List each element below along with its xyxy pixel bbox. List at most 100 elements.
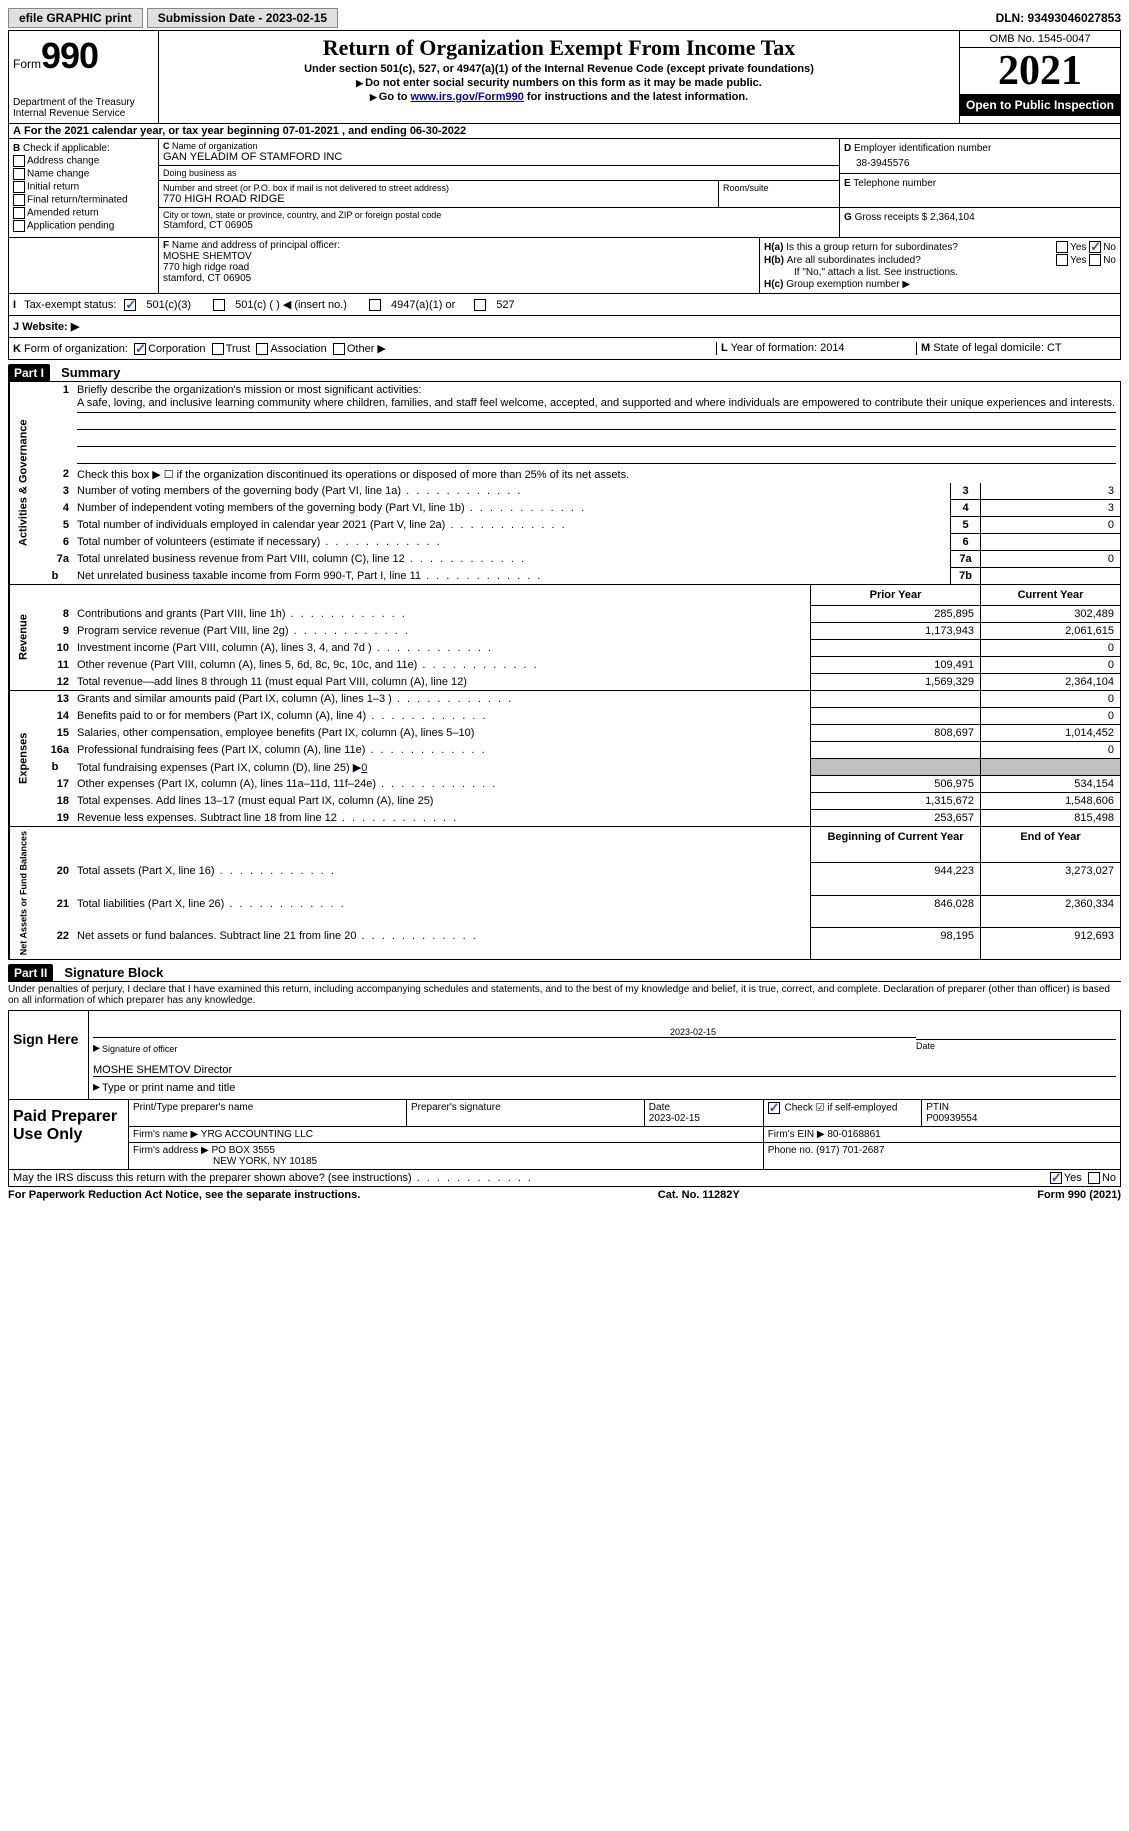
p22: 98,195 bbox=[810, 928, 980, 959]
section-a-begin: 07-01-2021 bbox=[283, 125, 339, 137]
ptin-label: PTIN bbox=[926, 1102, 949, 1113]
line7b-text: Net unrelated business taxable income fr… bbox=[73, 568, 950, 584]
submission-button[interactable]: Submission Date - 2023-02-15 bbox=[147, 8, 338, 28]
checkbox-app[interactable] bbox=[13, 220, 25, 232]
label-m: M bbox=[921, 342, 930, 354]
cb-name: Name change bbox=[27, 169, 89, 180]
c21: 2,360,334 bbox=[980, 896, 1120, 928]
k-trust: Trust bbox=[226, 343, 251, 355]
line16a: Professional fundraising fees (Part IX, … bbox=[73, 742, 810, 759]
discuss-no[interactable] bbox=[1088, 1172, 1100, 1184]
ha-text: Is this a group return for subordinates? bbox=[786, 242, 1056, 253]
cb-corp[interactable] bbox=[134, 343, 146, 355]
label-i: I bbox=[13, 299, 16, 311]
label-c: C bbox=[163, 141, 170, 151]
checkbox-amended[interactable] bbox=[13, 207, 25, 219]
preparer-block: Paid Preparer Use Only Print/Type prepar… bbox=[8, 1100, 1121, 1170]
opt1: 501(c)(3) bbox=[146, 299, 191, 311]
line2-text: Check this box ▶ ☐ if the organization d… bbox=[73, 466, 1120, 483]
discuss-yes[interactable] bbox=[1050, 1172, 1062, 1184]
p18: 1,315,672 bbox=[810, 793, 980, 810]
val5: 0 bbox=[980, 517, 1120, 534]
efile-button[interactable]: efile GRAPHIC print bbox=[8, 8, 143, 28]
form-text: Form 990 (2021) bbox=[1037, 1189, 1121, 1201]
p16a bbox=[810, 742, 980, 759]
cb-trust[interactable] bbox=[212, 343, 224, 355]
k-assoc: Association bbox=[270, 343, 326, 355]
line21: Total liabilities (Part X, line 26) bbox=[73, 896, 810, 928]
c13: 0 bbox=[980, 691, 1120, 708]
opt2: 501(c) ( ) ◀ (insert no.) bbox=[235, 298, 347, 311]
instr2-link[interactable]: www.irs.gov/Form990 bbox=[411, 91, 524, 103]
ha-yes[interactable] bbox=[1056, 241, 1068, 253]
summary-ag: Activities & Governance 1 Briefly descri… bbox=[8, 382, 1121, 585]
header-right: OMB No. 1545-0047 2021 Open to Public In… bbox=[960, 31, 1120, 123]
no3: No bbox=[1102, 1172, 1116, 1184]
dln-text: DLN: 93493046027853 bbox=[996, 11, 1121, 25]
cb-501c[interactable] bbox=[213, 299, 225, 311]
i-label: Tax-exempt status: bbox=[24, 299, 116, 311]
cb-4947[interactable] bbox=[369, 299, 381, 311]
cb-self-emp[interactable] bbox=[768, 1102, 780, 1114]
checkbox-initial[interactable] bbox=[13, 181, 25, 193]
cb-other[interactable] bbox=[333, 343, 345, 355]
form-header: Form990 Department of the Treasury Inter… bbox=[8, 30, 1121, 123]
phone-val: (917) 701-2687 bbox=[816, 1145, 884, 1156]
checkbox-addr[interactable] bbox=[13, 155, 25, 167]
cb-initial: Initial return bbox=[27, 182, 79, 193]
ptin-val: P00939554 bbox=[926, 1113, 977, 1124]
hb-no[interactable] bbox=[1089, 254, 1101, 266]
cb-assoc[interactable] bbox=[256, 343, 268, 355]
cb-final: Final return/terminated bbox=[27, 195, 128, 206]
tax-year: 2021 bbox=[960, 48, 1120, 94]
prep-date-label: Date bbox=[649, 1102, 670, 1113]
val7b bbox=[980, 568, 1120, 584]
k-other: Other ▶ bbox=[347, 343, 386, 355]
hdr-current: Current Year bbox=[980, 585, 1120, 606]
part1-label: Part I bbox=[8, 364, 50, 382]
label-k: K bbox=[13, 343, 21, 355]
checkbox-final[interactable] bbox=[13, 194, 25, 206]
prep-date: 2023-02-15 bbox=[649, 1113, 700, 1124]
part2-title: Signature Block bbox=[56, 965, 163, 980]
tel-value bbox=[844, 189, 1116, 203]
phone-label: Phone no. bbox=[768, 1145, 814, 1156]
tel-label: Telephone number bbox=[853, 178, 936, 189]
state-val: CT bbox=[1047, 342, 1062, 354]
state-label: State of legal domicile: bbox=[933, 342, 1047, 354]
yes2: Yes bbox=[1070, 255, 1086, 266]
sig-date-val: 2023-02-15 bbox=[93, 1027, 916, 1037]
cb-501c3[interactable] bbox=[124, 299, 136, 311]
sig-officer-label: Signature of officer bbox=[102, 1044, 177, 1054]
label-j: J bbox=[13, 321, 19, 333]
label-d: D bbox=[844, 143, 851, 154]
no2: No bbox=[1103, 255, 1116, 266]
label-e: E bbox=[844, 178, 851, 189]
hb-yes[interactable] bbox=[1056, 254, 1068, 266]
cb-527[interactable] bbox=[474, 299, 486, 311]
vert-na: Net Assets or Fund Balances bbox=[9, 827, 37, 959]
label-b-7: b bbox=[37, 568, 73, 584]
no1: No bbox=[1103, 242, 1116, 253]
part2-label: Part II bbox=[8, 964, 53, 982]
type-name-label: Type or print name and title bbox=[102, 1082, 235, 1094]
summary-na: Net Assets or Fund Balances Beginning of… bbox=[8, 827, 1121, 960]
hdr-begin: Beginning of Current Year bbox=[810, 827, 980, 863]
line16b-pre: Total fundraising expenses (Part IX, col… bbox=[77, 762, 361, 774]
label-ha: H(a) bbox=[764, 242, 783, 253]
label-b-16: b bbox=[37, 759, 73, 776]
checkbox-name[interactable] bbox=[13, 168, 25, 180]
section-a-pre: For the 2021 calendar year, or tax year … bbox=[24, 125, 283, 137]
name-label: Name of organization bbox=[172, 141, 258, 151]
cb-addr: Address change bbox=[27, 156, 99, 167]
penalty-text: Under penalties of perjury, I declare th… bbox=[8, 982, 1121, 1008]
c19: 815,498 bbox=[980, 810, 1120, 826]
top-bar: efile GRAPHIC print Submission Date - 20… bbox=[8, 8, 1121, 28]
line18: Total expenses. Add lines 13–17 (must eq… bbox=[73, 793, 810, 810]
row-i: I Tax-exempt status: 501(c)(3) 501(c) ( … bbox=[8, 293, 1121, 315]
p16b-shaded bbox=[810, 759, 980, 776]
ha-no[interactable] bbox=[1089, 241, 1101, 253]
firm-addr2: NEW YORK, NY 10185 bbox=[133, 1156, 317, 1167]
section-a-end: 06-30-2022 bbox=[410, 125, 466, 137]
col-f: F Name and address of principal officer:… bbox=[159, 238, 760, 293]
